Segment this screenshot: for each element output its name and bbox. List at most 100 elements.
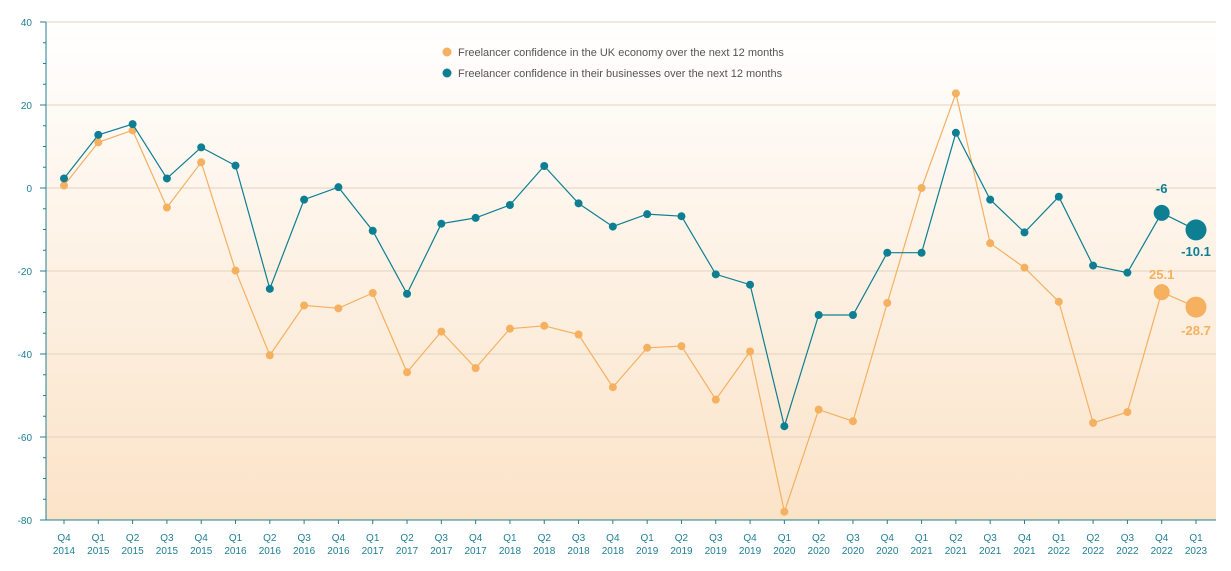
x-tick-label: Q4 2018 — [602, 533, 625, 557]
legend-label-uk-economy: Freelancer confidence in the UK economy … — [458, 47, 784, 59]
legend: Freelancer confidence in the UK economy … — [442, 47, 784, 80]
x-tick-label: Q4 2022 — [1151, 533, 1174, 557]
data-point — [1089, 418, 1098, 427]
x-tick-label: Q3 2015 — [156, 533, 179, 557]
data-point — [746, 347, 755, 356]
y-tick-label: -20 — [18, 267, 33, 278]
x-tick-label: Q4 2014 — [53, 533, 76, 557]
data-point — [1089, 261, 1098, 270]
data-point — [986, 195, 995, 204]
x-tick-label: Q4 2019 — [739, 533, 762, 557]
data-point — [368, 288, 377, 297]
data-point — [334, 304, 343, 313]
data-point — [780, 422, 789, 431]
data-point — [1185, 296, 1207, 318]
x-tick-label: Q3 2020 — [842, 533, 865, 557]
data-point — [265, 284, 274, 293]
x-tick-label: Q2 2019 — [670, 533, 693, 557]
x-tick-label: Q1 2022 — [1048, 533, 1071, 557]
x-tick-label: Q2 2020 — [808, 533, 831, 557]
data-point — [1020, 263, 1029, 272]
x-tick-label: Q1 2016 — [224, 533, 247, 557]
y-tick-label: -40 — [18, 350, 33, 361]
x-tick-label: Q1 2015 — [87, 533, 110, 557]
legend-marker-uk-economy — [442, 47, 452, 57]
data-point — [197, 158, 206, 167]
x-tick-label: Q3 2018 — [567, 533, 590, 557]
x-tick-label: Q3 2022 — [1116, 533, 1139, 557]
data-point — [505, 201, 514, 210]
x-tick-label: Q2 2022 — [1082, 533, 1105, 557]
data-point — [711, 270, 720, 279]
legend-label-businesses: Freelancer confidence in their businesse… — [458, 68, 783, 80]
grid-lines — [46, 21, 1216, 438]
data-point — [848, 310, 857, 319]
data-point — [231, 266, 240, 275]
x-tick-label: Q2 2016 — [259, 533, 282, 557]
data-point — [951, 128, 960, 137]
x-tick-label: Q2 2017 — [396, 533, 419, 557]
axes: 40 20 0 -20 -40 -60 -80 Q4 2014 Q1 2015 Q2 2015 Q3 201… — [18, 18, 1216, 557]
data-point — [1020, 228, 1029, 237]
data-point — [403, 289, 412, 298]
data-point — [162, 174, 171, 183]
data-point — [608, 222, 617, 231]
data-point — [1153, 284, 1170, 301]
data-point — [540, 162, 549, 171]
data-point — [368, 226, 377, 235]
data-point — [334, 183, 343, 192]
series-line-1 — [63, 123, 1197, 429]
x-tick-label: Q1 2017 — [362, 533, 385, 557]
data-point — [300, 301, 309, 310]
x-tick-label: Q1 2023 — [1185, 533, 1208, 557]
data-point — [1123, 268, 1132, 277]
data-point — [1123, 408, 1132, 417]
data-point — [951, 89, 960, 98]
data-point — [1054, 192, 1063, 201]
data-point — [94, 130, 103, 139]
data-point — [917, 248, 926, 257]
data-point — [883, 248, 892, 257]
x-tick-label: Q4 2017 — [465, 533, 488, 557]
data-point — [128, 120, 137, 129]
data-point — [505, 324, 514, 333]
y-tick-label: -60 — [18, 433, 33, 444]
data-point — [231, 161, 240, 170]
data-point — [848, 417, 857, 426]
data-point — [437, 327, 446, 336]
x-tick-label: Q2 2021 — [945, 533, 968, 557]
x-tick-label: Q4 2021 — [1013, 533, 1036, 557]
data-point — [643, 343, 652, 352]
data-point — [471, 213, 480, 222]
y-tick-label: -80 — [18, 516, 33, 527]
data-point — [94, 138, 103, 147]
data-point — [437, 219, 446, 228]
data-point — [643, 210, 652, 219]
data-point — [60, 174, 68, 183]
x-tick-label: Q1 2021 — [910, 533, 933, 557]
data-point — [917, 184, 926, 192]
data-point — [540, 321, 549, 330]
x-tick-label: Q2 2018 — [533, 533, 556, 557]
data-point — [471, 364, 480, 373]
data-point — [883, 298, 892, 307]
x-tick-label: Q3 2017 — [430, 533, 453, 557]
y-tick-label: 40 — [21, 18, 33, 29]
data-point — [677, 342, 686, 351]
data-point — [60, 181, 68, 190]
x-tick-label: Q3 2016 — [293, 533, 316, 557]
data-point — [814, 310, 823, 319]
data-point — [986, 239, 995, 248]
data-point — [265, 351, 274, 360]
data-point — [162, 203, 171, 212]
data-point — [574, 330, 583, 339]
y-tick-label: 0 — [26, 184, 32, 195]
data-point — [1054, 297, 1063, 306]
data-point — [197, 143, 206, 152]
data-point — [814, 405, 823, 414]
data-point — [780, 507, 789, 516]
end-value-label: -6 — [1156, 181, 1168, 196]
x-tick-label: Q1 2018 — [499, 533, 522, 557]
end-labels: -6 -10.1 25.1 -28.7 — [1149, 181, 1211, 338]
